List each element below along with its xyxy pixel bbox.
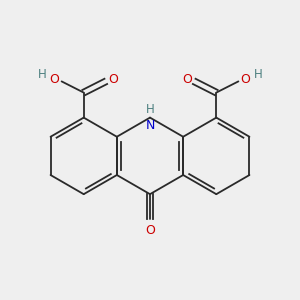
Text: H: H xyxy=(146,103,154,116)
Text: O: O xyxy=(145,224,155,237)
Text: O: O xyxy=(182,74,192,86)
Text: N: N xyxy=(145,119,155,132)
Text: O: O xyxy=(241,74,250,86)
Text: H: H xyxy=(38,68,46,81)
Text: O: O xyxy=(50,74,59,86)
Text: O: O xyxy=(108,74,118,86)
Text: H: H xyxy=(254,68,262,81)
